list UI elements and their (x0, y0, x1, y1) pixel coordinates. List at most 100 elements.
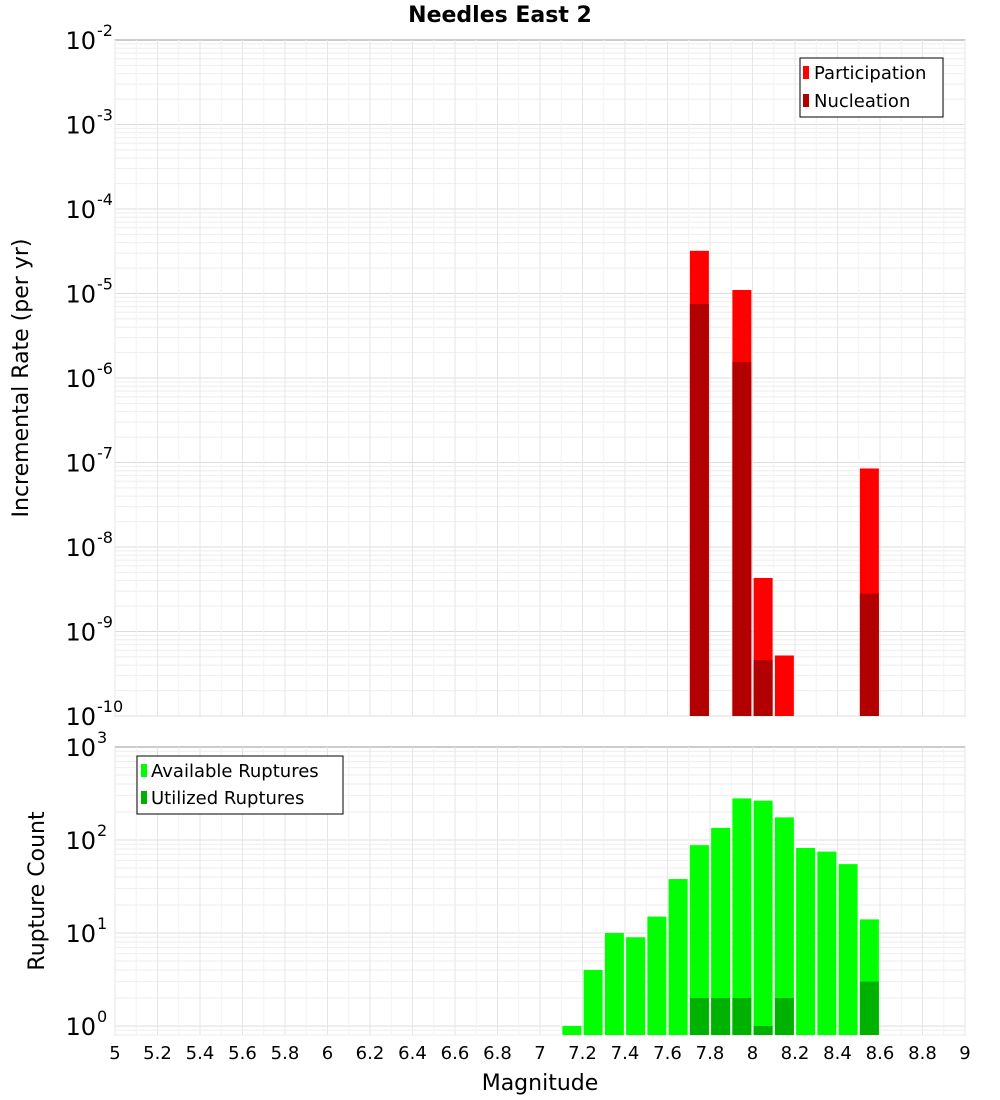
bottom-y-tick-base: 10 (65, 1013, 96, 1041)
top-bar-secondary (732, 361, 752, 716)
bottom-bar-secondary (859, 981, 879, 1035)
x-tick-label: 6 (322, 1043, 333, 1064)
top-y-tick-label: 10 -10 (65, 697, 123, 731)
bottom-y-tick-exponent: 2 (97, 821, 107, 840)
bottom-y-tick-label: 10 1 (65, 914, 107, 948)
available-ruptures-legend-label: Available Ruptures (151, 761, 319, 782)
top-legend-box (799, 57, 944, 118)
top-y-tick-base: 10 (65, 281, 96, 309)
x-tick-label: 5.8 (271, 1043, 300, 1064)
x-tick-label: 5.6 (228, 1043, 257, 1064)
x-tick-label: 8 (747, 1043, 758, 1064)
nucleation-legend-swatch (803, 94, 809, 107)
top-y-tick-exponent: -10 (97, 697, 123, 716)
bottom-y-tick-label: 10 3 (65, 728, 107, 762)
bottom-y-tick-base: 10 (65, 734, 96, 762)
bottom-bar-secondary (711, 997, 731, 1035)
top-y-tick-base: 10 (65, 619, 96, 647)
bottom-bar-secondary (753, 1025, 773, 1035)
top-y-tick-exponent: -5 (97, 275, 113, 294)
top-y-tick-label: 10 -4 (65, 190, 113, 224)
top-bar-secondary (859, 593, 879, 716)
bottom-y-tick-label: 10 0 (65, 1007, 107, 1041)
available-ruptures-legend-swatch (141, 764, 147, 777)
top-y-tick-base: 10 (65, 534, 96, 562)
top-bar-primary (774, 655, 794, 716)
bottom-legend-box (136, 755, 344, 815)
top-grid (114, 40, 966, 717)
bottom-bar-primary (838, 864, 858, 1035)
x-tick-label: 7.6 (653, 1043, 682, 1064)
top-bar-secondary (689, 304, 709, 716)
x-tick-label: 7.8 (696, 1043, 725, 1064)
x-tick-labels: 5 5.2 5.4 5.6 5.8 6 6.2 6.4 6.6 6.8 7 7.2 7.4 7.6 7.8 8… (109, 1043, 970, 1064)
bottom-bar-primary (753, 800, 773, 1035)
top-y-tick-label: 10 -9 (65, 613, 113, 647)
bottom-bar-primary (796, 848, 816, 1035)
bottom-bars (562, 798, 879, 1035)
bottom-bar-primary (583, 969, 603, 1035)
participation-legend-label: Participation (814, 63, 926, 84)
x-tick-label: 5.2 (143, 1043, 172, 1064)
bottom-bar-primary (668, 879, 688, 1035)
top-y-tick-base: 10 (65, 112, 96, 140)
x-tick-label: 8.6 (866, 1043, 895, 1064)
top-y-tick-exponent: -3 (97, 106, 113, 125)
x-tick-label: 6.4 (398, 1043, 427, 1064)
participation-legend-swatch (803, 66, 809, 79)
bottom-y-axis-label: Rupture Count (25, 811, 50, 971)
utilized-ruptures-legend-label: Utilized Ruptures (151, 788, 304, 809)
x-tick-label: 8.2 (781, 1043, 810, 1064)
bottom-bar-primary (774, 817, 794, 1035)
bottom-y-tick-exponent: 0 (97, 1007, 107, 1026)
bottom-bar-primary (604, 932, 624, 1035)
bottom-bar-secondary (689, 997, 709, 1035)
top-y-tick-label: 10 -3 (65, 106, 113, 140)
top-y-tick-exponent: -9 (97, 613, 113, 632)
bottom-bar-primary (711, 827, 731, 1035)
top-y-tick-base: 10 (65, 450, 96, 478)
x-tick-label: 7 (534, 1043, 545, 1064)
x-tick-label: 7.2 (568, 1043, 597, 1064)
top-y-tick-base: 10 (65, 27, 96, 55)
top-bar-secondary (753, 659, 773, 716)
top-y-tick-base: 10 (65, 703, 96, 731)
bottom-y-tick-label: 10 2 (65, 821, 107, 855)
chart-title: Needles East 2 (408, 3, 592, 28)
bottom-y-tick-base: 10 (65, 920, 96, 948)
x-tick-label: 7.4 (611, 1043, 640, 1064)
top-y-tick-label: 10 -8 (65, 528, 113, 562)
top-y-tick-label: 10 -6 (65, 359, 113, 393)
x-axis-label: Magnitude (482, 1071, 599, 1096)
x-tick-label: 8.4 (823, 1043, 852, 1064)
bottom-bar-primary (817, 851, 837, 1035)
top-bars (689, 250, 879, 716)
top-legend: Participation Nucleation (799, 57, 944, 118)
bottom-bar-secondary (774, 997, 794, 1035)
bottom-legend: Available Ruptures Utilized Ruptures (136, 755, 344, 815)
utilized-ruptures-legend-swatch (141, 791, 147, 804)
bottom-y-tick-exponent: 3 (97, 728, 107, 747)
top-y-tick-base: 10 (65, 196, 96, 224)
top-y-tick-label: 10 -7 (65, 444, 113, 478)
x-tick-label: 6.8 (483, 1043, 512, 1064)
bottom-bar-primary (689, 845, 709, 1035)
bottom-bar-secondary (732, 997, 752, 1035)
bottom-bar-primary (626, 937, 646, 1035)
top-y-tick-label: 10 -5 (65, 275, 113, 309)
top-y-tick-exponent: -6 (97, 359, 113, 378)
x-tick-label: 5 (109, 1043, 120, 1064)
bottom-bar-primary (732, 798, 752, 1035)
x-tick-label: 9 (959, 1043, 970, 1064)
x-tick-label: 6.6 (441, 1043, 470, 1064)
bottom-y-tick-base: 10 (65, 827, 96, 855)
x-tick-label: 6.2 (356, 1043, 385, 1064)
top-y-axis-label: Incremental Rate (per yr) (9, 239, 34, 518)
bottom-bar-primary (647, 916, 667, 1035)
x-tick-label: 8.8 (908, 1043, 937, 1064)
